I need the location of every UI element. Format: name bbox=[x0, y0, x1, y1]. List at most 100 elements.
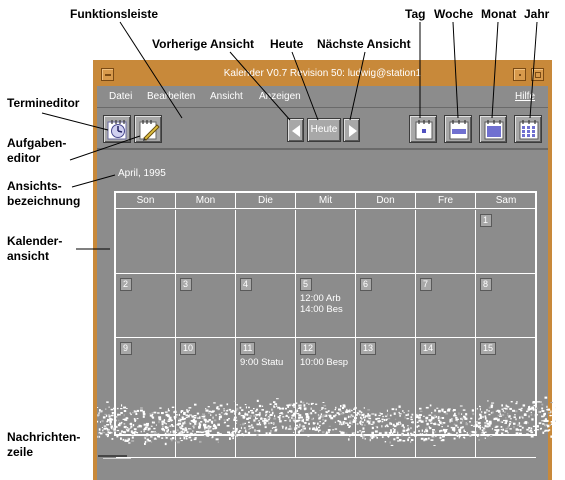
window-menu-button[interactable] bbox=[101, 68, 114, 81]
year-view-icon bbox=[519, 120, 539, 140]
weekday-label: Sam bbox=[495, 195, 517, 206]
callout-ansichtsbezeichnung-1: Ansichts- bbox=[7, 179, 62, 193]
callout-vorherige-ansicht: Vorherige Ansicht bbox=[152, 37, 255, 51]
client-area: Datei Bearbeiten Ansicht Anzeigen Hilfe bbox=[97, 86, 556, 480]
day-view-icon bbox=[415, 120, 433, 140]
appointment-entry[interactable]: 12:00 Arb bbox=[300, 293, 341, 304]
day-number-button[interactable]: 1 bbox=[480, 214, 492, 227]
task-editor-button[interactable] bbox=[134, 115, 162, 143]
day-cell[interactable]: 10 bbox=[176, 338, 236, 458]
day-cell[interactable]: 12 10:00 Besp bbox=[296, 338, 356, 458]
callout-naechste-ansicht: Nächste Ansicht bbox=[317, 37, 411, 51]
leader-funktionsleiste bbox=[119, 21, 183, 119]
day-number-button[interactable]: 11 bbox=[240, 342, 256, 355]
day-number-button[interactable]: 14 bbox=[420, 342, 437, 355]
menu-bar: Datei Bearbeiten Ansicht Anzeigen Hilfe bbox=[97, 86, 548, 108]
arrow-left-icon bbox=[292, 125, 300, 137]
day-number-button[interactable]: 5 bbox=[300, 278, 312, 291]
leader-termineditor bbox=[41, 112, 109, 131]
maximize-icon bbox=[535, 72, 541, 78]
callout-aufgabeneditor-1: Aufgaben- bbox=[7, 136, 67, 150]
callout-kalenderansicht-1: Kalender- bbox=[7, 234, 63, 248]
day-cell[interactable]: 6 bbox=[356, 274, 416, 338]
day-cell[interactable]: 4 bbox=[236, 274, 296, 338]
callout-ansichtsbezeichnung-2: bezeichnung bbox=[7, 194, 81, 208]
appointment-entry[interactable]: 9:00 Statu bbox=[240, 357, 284, 368]
day-view-button[interactable] bbox=[409, 115, 437, 143]
notepad-pencil-icon bbox=[139, 120, 160, 141]
leader-jahr bbox=[529, 21, 538, 119]
window-menu-icon bbox=[105, 74, 111, 76]
day-cell[interactable]: 8 bbox=[476, 274, 536, 338]
day-number-button[interactable]: 7 bbox=[420, 278, 432, 291]
today-button[interactable]: Heute bbox=[307, 118, 341, 142]
day-cell[interactable]: 9 bbox=[116, 338, 176, 458]
callout-termineditor: Termineditor bbox=[7, 96, 80, 110]
leader-vorherige bbox=[229, 51, 291, 121]
maximize-button[interactable] bbox=[531, 68, 544, 81]
weekday-label: Fre bbox=[416, 193, 476, 209]
day-cell[interactable] bbox=[296, 210, 356, 274]
day-cell[interactable]: 11 9:00 Statu bbox=[236, 338, 296, 458]
callout-monat: Monat bbox=[481, 7, 517, 21]
message-line bbox=[103, 458, 131, 459]
leader-naechste bbox=[349, 51, 366, 121]
day-cell[interactable]: 14 bbox=[416, 338, 476, 458]
day-number-button[interactable]: 4 bbox=[240, 278, 252, 291]
weekday-label: Mon bbox=[176, 193, 236, 209]
weekday-label: Son bbox=[116, 193, 176, 209]
image-noise-overlay bbox=[97, 396, 556, 446]
title-bar[interactable]: Kalender V0.7 Revision 50: ludwig@statio… bbox=[97, 64, 548, 86]
day-number-button[interactable]: 3 bbox=[180, 278, 192, 291]
menu-ansicht[interactable]: Ansicht bbox=[210, 91, 243, 102]
day-cell[interactable] bbox=[416, 210, 476, 274]
callout-funktionsleiste: Funktionsleiste bbox=[70, 7, 159, 21]
next-view-button[interactable] bbox=[343, 118, 360, 142]
day-cell[interactable]: 13 bbox=[356, 338, 416, 458]
toolbar: Heute bbox=[97, 109, 548, 150]
week-view-button[interactable] bbox=[444, 115, 472, 143]
callout-nachrichtenzeile-1: Nachrichten- bbox=[7, 430, 81, 444]
month-view-button[interactable] bbox=[479, 115, 507, 143]
callout-heute: Heute bbox=[270, 37, 304, 51]
window-title: Kalender V0.7 Revision 50: ludwig@statio… bbox=[223, 68, 422, 79]
appointment-entry[interactable]: 14:00 Bes bbox=[300, 304, 343, 315]
day-number-button[interactable]: 6 bbox=[360, 278, 372, 291]
appointment-editor-button[interactable] bbox=[103, 115, 131, 143]
menu-datei[interactable]: Datei bbox=[109, 91, 133, 102]
day-cell[interactable]: 15 bbox=[476, 338, 536, 458]
year-view-button[interactable] bbox=[514, 115, 542, 143]
day-cell[interactable]: 7 bbox=[416, 274, 476, 338]
previous-view-button[interactable] bbox=[287, 118, 304, 142]
menu-bearbeiten[interactable]: Bearbeiten bbox=[147, 91, 196, 102]
leader-aufgaben bbox=[69, 135, 141, 161]
day-cell[interactable] bbox=[116, 210, 176, 274]
month-view-icon bbox=[484, 120, 504, 140]
leader-monat bbox=[491, 21, 499, 119]
day-number-button[interactable]: 9 bbox=[120, 342, 132, 355]
leader-heute bbox=[291, 51, 319, 121]
day-cell[interactable] bbox=[176, 210, 236, 274]
week-view-icon bbox=[449, 120, 469, 140]
day-number-button[interactable]: 2 bbox=[120, 278, 132, 291]
day-number-button[interactable]: 15 bbox=[480, 342, 497, 355]
day-number-button[interactable]: 8 bbox=[480, 278, 492, 291]
day-cell[interactable]: 1 bbox=[476, 210, 536, 274]
appointment-entry[interactable]: 10:00 Besp bbox=[300, 357, 349, 368]
minimize-button[interactable] bbox=[513, 68, 526, 81]
day-cell[interactable] bbox=[356, 210, 416, 274]
weekday-label: Die bbox=[236, 193, 296, 209]
minimize-icon bbox=[519, 74, 521, 76]
callout-tag: Tag bbox=[405, 7, 426, 21]
menu-hilfe[interactable]: Hilfe bbox=[515, 91, 536, 102]
day-cell[interactable] bbox=[236, 210, 296, 274]
menu-anzeigen[interactable]: Anzeigen bbox=[259, 91, 301, 102]
day-number-button[interactable]: 13 bbox=[360, 342, 377, 355]
day-number-button[interactable]: 12 bbox=[300, 342, 317, 355]
day-cell[interactable]: 5 12:00 Arb 14:00 Bes bbox=[296, 274, 356, 338]
day-cell[interactable]: 2 bbox=[116, 274, 176, 338]
day-cell[interactable]: 3 bbox=[176, 274, 236, 338]
day-number-button[interactable]: 10 bbox=[180, 342, 197, 355]
callout-woche: Woche bbox=[434, 7, 474, 21]
